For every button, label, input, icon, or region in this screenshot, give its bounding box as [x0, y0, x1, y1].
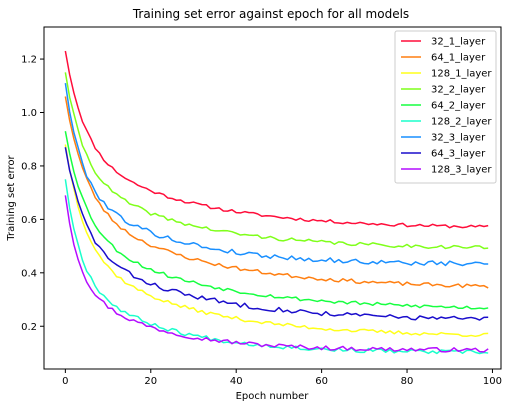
- series-line-64_2_layer: [64, 131, 489, 310]
- y-axis-ticks: 0.2 0.4 0.6 0.8 1.0 1.2: [21, 55, 44, 333]
- series-line-32_3_layer: [64, 82, 489, 267]
- x-tick-label: 60: [315, 376, 328, 387]
- y-tick-label: 1.0: [21, 108, 37, 119]
- series-line-128_2_layer: [64, 179, 489, 355]
- y-axis-label: Training set error: [6, 154, 17, 241]
- x-axis-label: Epoch number: [236, 391, 310, 402]
- legend-label-64_3_layer: 64_3_layer: [431, 149, 486, 160]
- series-line-64_1_layer: [64, 96, 489, 289]
- series-lines: [64, 50, 489, 355]
- x-tick-label: 0: [62, 376, 68, 387]
- legend-label-32_3_layer: 32_3_layer: [431, 133, 486, 144]
- x-tick-label: 80: [401, 376, 414, 387]
- series-line-64_3_layer: [64, 147, 489, 321]
- legend-label-64_2_layer: 64_2_layer: [431, 101, 486, 112]
- y-tick-label: 0.4: [21, 268, 37, 279]
- legend-label-32_2_layer: 32_2_layer: [431, 85, 486, 96]
- y-tick-label: 0.8: [21, 161, 37, 172]
- legend-label-128_3_layer: 128_3_layer: [431, 165, 492, 176]
- plot-frame: [43, 26, 502, 370]
- legend-label-128_1_layer: 128_1_layer: [431, 69, 492, 80]
- y-tick-label: 0.6: [21, 215, 37, 226]
- y-tick-label: 0.2: [21, 322, 37, 333]
- chart-title: Training set error against epoch for all…: [132, 7, 409, 21]
- legend-label-64_1_layer: 64_1_layer: [431, 53, 486, 64]
- legend-label-32_1_layer: 32_1_layer: [431, 37, 486, 48]
- legend-box: [394, 30, 497, 184]
- legend: 32_1_layer 64_1_layer 128_1_layer 32_2_laye…: [394, 30, 497, 184]
- series-line-32_1_layer: [64, 50, 489, 229]
- y-tick-label: 1.2: [21, 55, 37, 66]
- legend-label-128_2_layer: 128_2_layer: [431, 117, 492, 128]
- x-tick-label: 20: [144, 376, 157, 387]
- x-tick-label: 100: [483, 376, 502, 387]
- series-line-128_3_layer: [64, 195, 489, 353]
- x-tick-label: 40: [230, 376, 243, 387]
- series-line-128_1_layer: [64, 144, 489, 338]
- x-axis-ticks: 0 20 40 60 80 100: [62, 369, 502, 387]
- series-line-32_2_layer: [64, 72, 489, 250]
